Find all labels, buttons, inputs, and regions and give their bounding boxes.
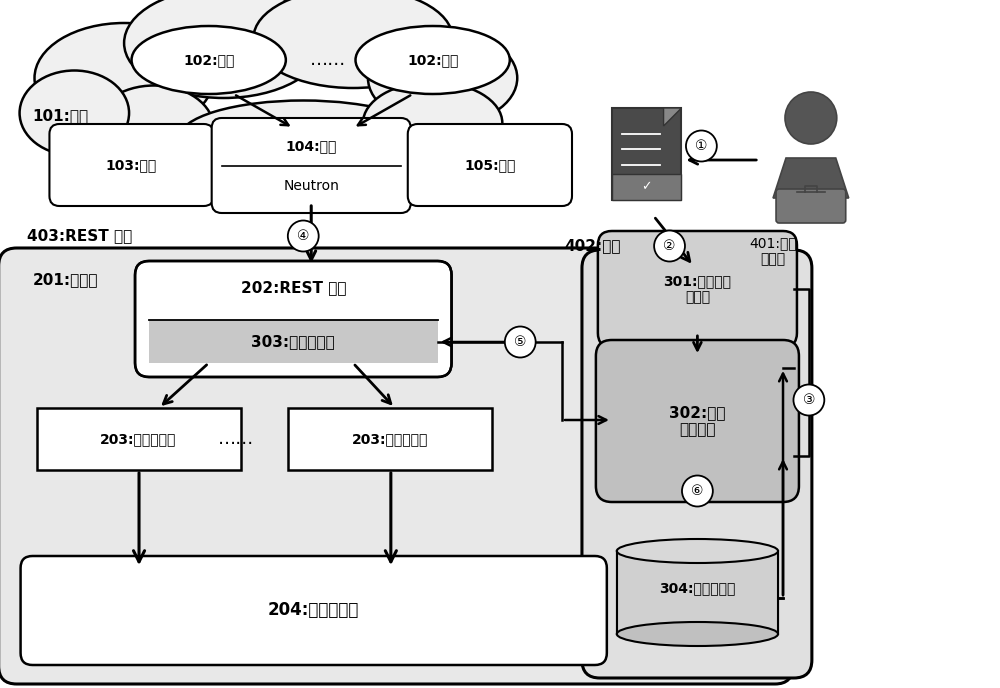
Bar bbox=[617, 551, 778, 634]
Text: 102:租户: 102:租户 bbox=[407, 53, 458, 67]
Circle shape bbox=[682, 475, 713, 506]
FancyBboxPatch shape bbox=[21, 556, 607, 665]
Bar bbox=[612, 174, 681, 200]
Text: 204:控制器内核: 204:控制器内核 bbox=[268, 601, 359, 619]
Ellipse shape bbox=[253, 0, 453, 88]
Ellipse shape bbox=[94, 85, 214, 171]
Text: 201:控制器: 201:控制器 bbox=[33, 272, 98, 288]
Circle shape bbox=[654, 230, 685, 261]
Text: ✓: ✓ bbox=[641, 181, 652, 193]
Text: ③: ③ bbox=[803, 393, 815, 407]
Text: 101:云端: 101:云端 bbox=[33, 109, 89, 124]
Bar bbox=[288, 408, 492, 470]
Text: ①: ① bbox=[695, 139, 708, 153]
Text: Neutron: Neutron bbox=[283, 179, 339, 193]
Text: ……: …… bbox=[217, 430, 254, 448]
Text: ⑤: ⑤ bbox=[514, 335, 526, 349]
Ellipse shape bbox=[617, 622, 778, 646]
Text: 402:策略: 402:策略 bbox=[564, 239, 621, 253]
Ellipse shape bbox=[35, 23, 214, 133]
Ellipse shape bbox=[124, 0, 323, 98]
Ellipse shape bbox=[368, 30, 517, 125]
FancyBboxPatch shape bbox=[408, 124, 572, 206]
Ellipse shape bbox=[20, 70, 129, 155]
Polygon shape bbox=[664, 108, 681, 126]
Text: ……: …… bbox=[310, 51, 346, 69]
Circle shape bbox=[288, 220, 319, 252]
FancyBboxPatch shape bbox=[135, 261, 452, 377]
Ellipse shape bbox=[617, 539, 778, 563]
FancyBboxPatch shape bbox=[212, 118, 411, 213]
Circle shape bbox=[505, 327, 536, 358]
FancyBboxPatch shape bbox=[598, 231, 797, 347]
FancyBboxPatch shape bbox=[596, 340, 799, 502]
Bar bbox=[149, 320, 438, 363]
Text: 301:策略语言
解释器: 301:策略语言 解释器 bbox=[663, 274, 731, 304]
Text: 103:计算: 103:计算 bbox=[106, 158, 157, 172]
Bar bbox=[37, 408, 241, 470]
Text: 304:策略数据库: 304:策略数据库 bbox=[659, 581, 736, 596]
Text: 302:策略
执行引擎: 302:策略 执行引擎 bbox=[669, 405, 726, 437]
Text: 104:网络: 104:网络 bbox=[286, 139, 337, 153]
FancyBboxPatch shape bbox=[0, 248, 793, 684]
FancyBboxPatch shape bbox=[776, 189, 846, 223]
Ellipse shape bbox=[356, 26, 510, 94]
Polygon shape bbox=[773, 158, 849, 198]
Bar bbox=[612, 108, 681, 200]
Ellipse shape bbox=[363, 82, 502, 164]
Ellipse shape bbox=[132, 26, 286, 94]
Text: 303:访问过滤器: 303:访问过滤器 bbox=[251, 334, 335, 350]
Circle shape bbox=[686, 131, 717, 162]
Text: 102:租户: 102:租户 bbox=[183, 53, 234, 67]
Text: 202:REST 组件: 202:REST 组件 bbox=[241, 281, 346, 296]
Text: 403:REST 请求: 403:REST 请求 bbox=[27, 228, 132, 244]
Text: 203:控制器插件: 203:控制器插件 bbox=[352, 432, 429, 446]
FancyBboxPatch shape bbox=[582, 250, 812, 678]
Circle shape bbox=[785, 92, 837, 144]
Text: ②: ② bbox=[663, 239, 676, 253]
Bar bbox=[617, 550, 778, 634]
Ellipse shape bbox=[179, 100, 428, 175]
Text: 401:网络
管理员: 401:网络 管理员 bbox=[749, 236, 797, 266]
Text: ④: ④ bbox=[297, 229, 310, 243]
Text: ⑥: ⑥ bbox=[691, 484, 704, 498]
Text: 203:控制器插件: 203:控制器插件 bbox=[100, 432, 177, 446]
FancyBboxPatch shape bbox=[49, 124, 214, 206]
Text: 105:存储: 105:存储 bbox=[464, 158, 516, 172]
Circle shape bbox=[793, 385, 824, 416]
